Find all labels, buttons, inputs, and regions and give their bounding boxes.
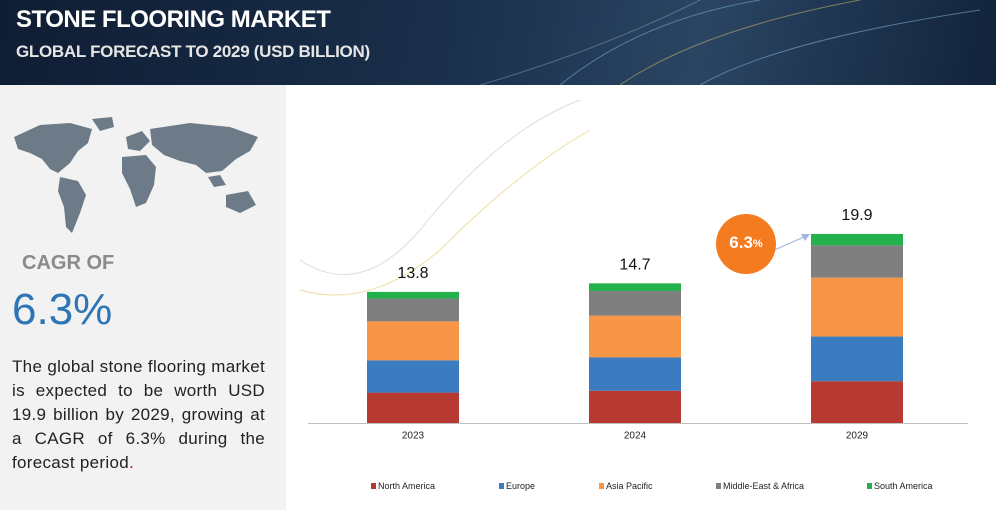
decor-curve (299, 129, 591, 296)
decor-curve (299, 99, 581, 275)
bar-segment (811, 233, 903, 246)
title: STONE FLOORING MARKET (16, 6, 331, 33)
total-label: 19.9 (841, 207, 872, 224)
bar-segment (589, 357, 681, 391)
subtitle: GLOBAL FORECAST TO 2029 (USD BILLION) (16, 42, 370, 61)
total-label: 13.8 (397, 265, 428, 282)
legend-swatch (716, 483, 721, 489)
bar-segment (589, 283, 681, 291)
legend-label: Asia Pacific (606, 481, 653, 491)
cagr-arrow (769, 235, 807, 253)
legend-swatch (599, 483, 604, 489)
legend-label: North America (378, 481, 435, 491)
x-tick-label: 2024 (624, 431, 647, 442)
world-map (14, 117, 258, 233)
bar-segment (589, 315, 681, 358)
sidebar: CAGR OF 6.3% The global stone flooring m… (0, 85, 286, 510)
cagr-badge (716, 214, 776, 274)
description: The global stone flooring market is expe… (12, 355, 265, 475)
bar-segment (811, 336, 903, 382)
cagr-badge-value: 6.3 (729, 233, 753, 252)
x-tick-label: 2023 (402, 431, 425, 442)
bar-segment (367, 298, 459, 322)
bar-segment (367, 392, 459, 423)
x-tick-label: 2029 (846, 431, 869, 442)
bar-segment (811, 277, 903, 337)
cagr-badge-text: 6.3% (729, 233, 763, 252)
bar-segment (589, 390, 681, 423)
header-decor (479, 0, 981, 85)
bar-segment (811, 381, 903, 423)
bar-segment (367, 321, 459, 361)
legend-swatch (499, 483, 504, 489)
legend-swatch (867, 483, 872, 489)
cagr-arrowhead (801, 234, 810, 241)
bar-segment (811, 245, 903, 278)
cagr-label: CAGR OF (22, 252, 115, 274)
bar-segment (589, 290, 681, 316)
cagr-value: 6.3% (12, 285, 113, 334)
legend-swatch (371, 483, 376, 489)
bar-segment (367, 360, 459, 393)
legend-label: Middle-East & Africa (723, 481, 804, 491)
cagr-badge-unit: % (753, 238, 763, 250)
total-label: 14.7 (619, 257, 650, 274)
description-text: The global stone flooring market is expe… (12, 357, 265, 472)
bar-segment (367, 291, 459, 299)
description-end: . (128, 453, 134, 472)
header: STONE FLOORING MARKET GLOBAL FORECAST TO… (0, 0, 996, 85)
legend-label: South America (874, 481, 933, 491)
legend-label: Europe (506, 481, 535, 491)
